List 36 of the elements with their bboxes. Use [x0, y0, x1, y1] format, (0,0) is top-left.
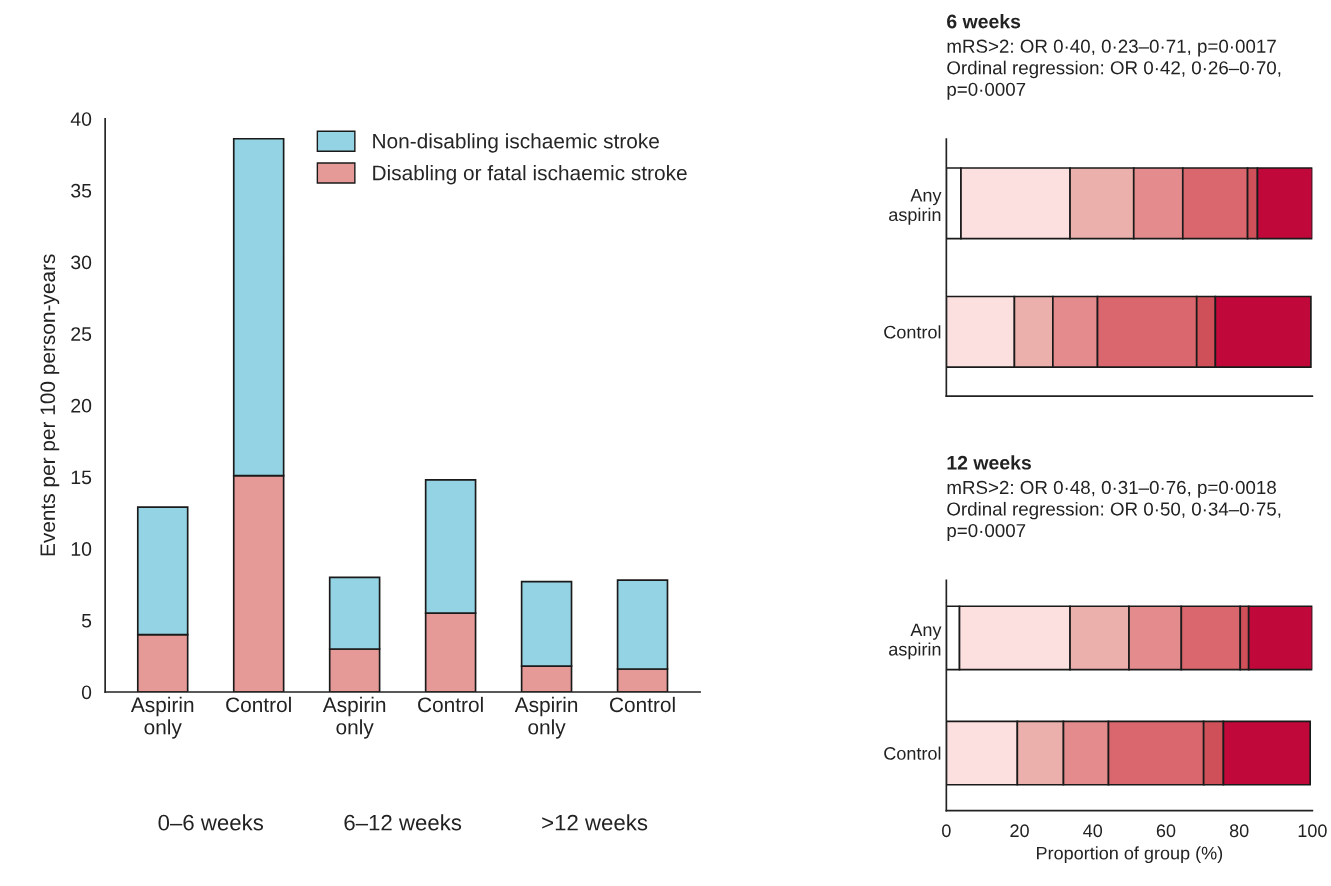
- y-tick-label: 25: [71, 327, 92, 341]
- chart-title: 6 weeks: [947, 14, 1021, 29]
- y-tick-label: 30: [71, 255, 92, 270]
- text: 6–12 weeks: [344, 814, 462, 831]
- y-tick-label: 35: [71, 183, 92, 198]
- text: 0–6 weeks: [158, 814, 264, 831]
- y-tick-label: 20: [71, 398, 92, 413]
- y-tick-label: 5: [81, 613, 92, 628]
- x-tick-label: 0: [942, 824, 951, 838]
- legend-label: Disabling or fatal ischaemic stroke: [373, 165, 687, 185]
- x-tick-label: Aspirin only: [130, 696, 194, 739]
- y-axis-title: Events per per 100 person-years: [40, 254, 60, 556]
- x-tick-label: Control: [418, 696, 483, 713]
- y-tick-label: 0: [81, 685, 92, 700]
- chart-subtitle: mRS>2: OR 0·40, 0·23–0·71, p=0·0017 Ordinal regression: OR 0·42, 0·26–0·70, p=0·0007: [947, 39, 1281, 100]
- y-tick-label: Any aspirin: [889, 623, 942, 660]
- x-tick-label: Control: [226, 696, 291, 713]
- x-tick-label: Aspirin only: [322, 696, 386, 739]
- x-tick-label: 40: [1083, 824, 1103, 838]
- x-tick-label: Control: [610, 696, 675, 713]
- y-tick-label: 10: [71, 542, 92, 556]
- x-tick-label: 100: [1298, 824, 1327, 838]
- y-tick-label: Control: [884, 746, 941, 760]
- chart-title: 12 weeks: [947, 455, 1031, 470]
- chart-subtitle: mRS>2: OR 0·48, 0·31–0·76, p=0·0018 Ordinal regression: OR 0·50, 0·34–0·75, p=0·0007: [947, 480, 1281, 541]
- x-tick-label: 20: [1010, 824, 1029, 838]
- x-tick-label: 60: [1156, 824, 1176, 838]
- text: >12 weeks: [542, 814, 648, 831]
- y-tick-label: 40: [70, 112, 92, 126]
- x-tick-label: 80: [1229, 824, 1249, 838]
- legend-label: Non-disabling ischaemic stroke: [373, 133, 659, 153]
- x-tick-label: Aspirin only: [514, 696, 578, 739]
- x-axis-title: Proportion of group (%): [1037, 846, 1223, 864]
- y-tick-label: Control: [884, 325, 941, 339]
- y-tick-label: Any aspirin: [889, 189, 942, 225]
- y-tick-label: 15: [71, 470, 92, 485]
